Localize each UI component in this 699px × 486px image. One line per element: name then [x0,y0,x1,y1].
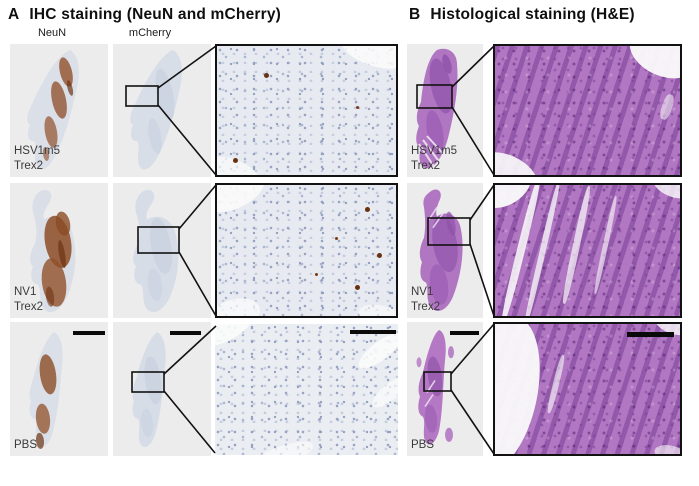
row-label-a-hsv1m5: HSV1m5 Trex2 [14,145,61,173]
scale-bar-mcherry-pbs [170,331,201,335]
inset-he-hsv1m5 [493,44,682,177]
mcherry-tissue-hsv1m5 [130,50,182,170]
neun-tissue-nv1 [30,189,76,313]
mcherry-tissue-nv1 [133,189,179,313]
image-he-nv1: NV1 Trex2 [407,183,483,318]
column-label-neun: NeuN [37,27,67,39]
panel-a-tag: A [8,6,20,23]
image-neun-hsv1m5: HSV1m5 Trex2 [10,44,108,177]
image-he-pbs: PBS [407,322,483,456]
panel-b-tag: B [409,6,421,23]
he-tissue-pbs [416,330,454,445]
mcherry-tissue-pbs [132,332,166,448]
image-mcherry-hsv1m5 [113,44,211,177]
neun-tissue-pbs [29,332,63,449]
panel-a-title: A IHC staining (NeuN and mCherry) [8,6,281,24]
row-label-b-hsv1m5: HSV1m5 Trex2 [411,145,458,173]
scale-bar-inset-he-pbs [627,332,674,337]
row-label-b-nv1: NV1 Trex2 [411,286,440,314]
row-label-a-pbs: PBS [14,439,38,452]
inset-mcherry-pbs [215,324,398,455]
image-neun-pbs: PBS [10,322,108,456]
column-label-mcherry: mCherry [128,27,172,39]
scale-bar-he-pbs [450,331,479,335]
inset-he-nv1 [493,183,682,318]
row-label-a-nv1: NV1 Trex2 [14,286,43,314]
panel-a-title-text: IHC staining (NeuN and mCherry) [29,6,282,23]
image-mcherry-nv1 [113,183,211,318]
image-neun-nv1: NV1 Trex2 [10,183,108,318]
image-mcherry-pbs [113,322,211,456]
neun-tissue-hsv1m5 [27,50,79,170]
panel-b-title-text: Histological staining (H&E) [430,6,635,23]
inset-mcherry-hsv1m5 [215,44,398,177]
panel-b-title: B Histological staining (H&E) [409,6,635,24]
scale-bar-neun-pbs [73,331,105,335]
image-he-hsv1m5: HSV1m5 Trex2 [407,44,483,177]
inset-mcherry-nv1 [215,183,398,318]
row-label-b-pbs: PBS [411,439,435,452]
scale-bar-inset-mcherry-pbs [350,330,396,334]
inset-he-pbs [493,322,682,456]
